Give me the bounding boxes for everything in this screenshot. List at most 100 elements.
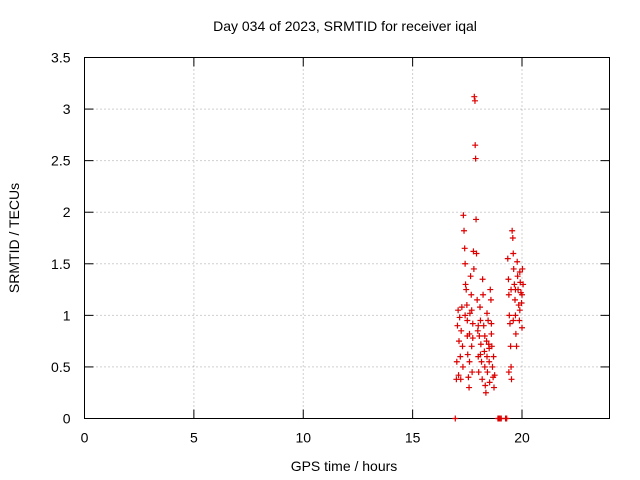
- x-tick-label: 5: [190, 430, 198, 446]
- data-point: [511, 281, 518, 288]
- y-tick-label: 1: [63, 307, 71, 323]
- data-point: [509, 235, 516, 241]
- data-point: [461, 245, 468, 252]
- y-tick-label: 3: [63, 101, 71, 117]
- data-point: [505, 369, 512, 376]
- data-point: [505, 276, 512, 283]
- axis-ticks: 0 0.5 1 1.5 2 2.5 3 3.5 0 5 10 15 20: [51, 50, 610, 446]
- data-point: [464, 317, 471, 324]
- data-point: [452, 415, 459, 422]
- data-point: [514, 273, 521, 280]
- data-point: [504, 255, 511, 262]
- y-tick-label: 3.5: [51, 50, 71, 66]
- data-point: [520, 281, 527, 288]
- y-tick-label: 0.5: [51, 359, 71, 375]
- data-point: [480, 291, 487, 298]
- data-point: [479, 276, 486, 283]
- data-point: [466, 310, 473, 317]
- data-point: [519, 291, 525, 298]
- data-point: [510, 317, 517, 324]
- data-point: [468, 291, 475, 298]
- data-point: [512, 330, 519, 337]
- data-point: [455, 307, 462, 314]
- data-point: [486, 379, 493, 386]
- data-point: [458, 304, 465, 311]
- data-point: [484, 353, 490, 360]
- data-point: [505, 291, 512, 298]
- data-point: [503, 415, 510, 422]
- data-point: [508, 376, 515, 383]
- y-axis-label: SRMTID / TECUs: [6, 183, 22, 293]
- data-point: [460, 212, 467, 219]
- data-point: [518, 299, 525, 306]
- data-point: [506, 320, 513, 327]
- data-point: [489, 363, 496, 370]
- data-point: [487, 286, 494, 293]
- data-point: [508, 363, 515, 370]
- data-point: [459, 343, 466, 350]
- x-tick-label: 15: [405, 430, 421, 446]
- data-point: [519, 265, 526, 272]
- data-point: [459, 363, 466, 370]
- data-point: [472, 142, 479, 149]
- data-point: [477, 317, 484, 324]
- data-point: [471, 93, 478, 100]
- data-point: [472, 155, 479, 162]
- data-point: [456, 338, 462, 345]
- data-point: [475, 322, 482, 329]
- data-point: [480, 322, 487, 329]
- data-point: [463, 286, 470, 293]
- data-point: [456, 314, 463, 321]
- data-point: [519, 324, 525, 331]
- data-point: [516, 307, 523, 314]
- data-point: [488, 320, 495, 327]
- data-point: [484, 369, 491, 376]
- data-point: [468, 343, 475, 350]
- data-point: [457, 376, 464, 383]
- data-point: [506, 312, 513, 319]
- data-point: [481, 332, 488, 339]
- data-point: [512, 312, 519, 319]
- data-point: [469, 335, 476, 342]
- data-point: [461, 227, 468, 234]
- data-point: [471, 97, 478, 104]
- data-point: [508, 286, 515, 293]
- data-point: [455, 372, 462, 379]
- data-point: [469, 320, 476, 327]
- data-point: [510, 250, 517, 257]
- data-point: [458, 327, 465, 334]
- data-point: [473, 216, 480, 223]
- data-point: [466, 384, 473, 391]
- data-point: [469, 369, 476, 376]
- data-point: [475, 369, 482, 376]
- data-point: [507, 343, 514, 350]
- data-point: [481, 363, 488, 370]
- x-tick-label: 0: [81, 430, 89, 446]
- data-point: [462, 260, 469, 267]
- data-point: [464, 332, 471, 339]
- data-point: [474, 327, 481, 334]
- x-axis-label: GPS time / hours: [291, 458, 398, 474]
- y-tick-label: 2.5: [51, 153, 71, 169]
- data-point: [466, 358, 473, 365]
- data-point: [473, 250, 480, 257]
- data-point: [477, 341, 484, 348]
- data-point: [462, 281, 469, 288]
- data-point: [516, 317, 523, 324]
- data-point: [479, 376, 486, 383]
- data-point: [484, 310, 490, 317]
- data-point: [481, 348, 488, 355]
- data-point: [516, 269, 523, 276]
- data-point: [462, 312, 469, 319]
- data-point: [464, 351, 471, 358]
- x-tick-label: 20: [514, 430, 530, 446]
- data-point: [477, 304, 483, 311]
- data-point: [453, 358, 460, 365]
- data-points: [452, 93, 527, 422]
- data-point: [512, 296, 518, 303]
- y-tick-label: 0: [63, 411, 71, 427]
- data-point: [486, 345, 493, 352]
- data-point: [465, 374, 472, 381]
